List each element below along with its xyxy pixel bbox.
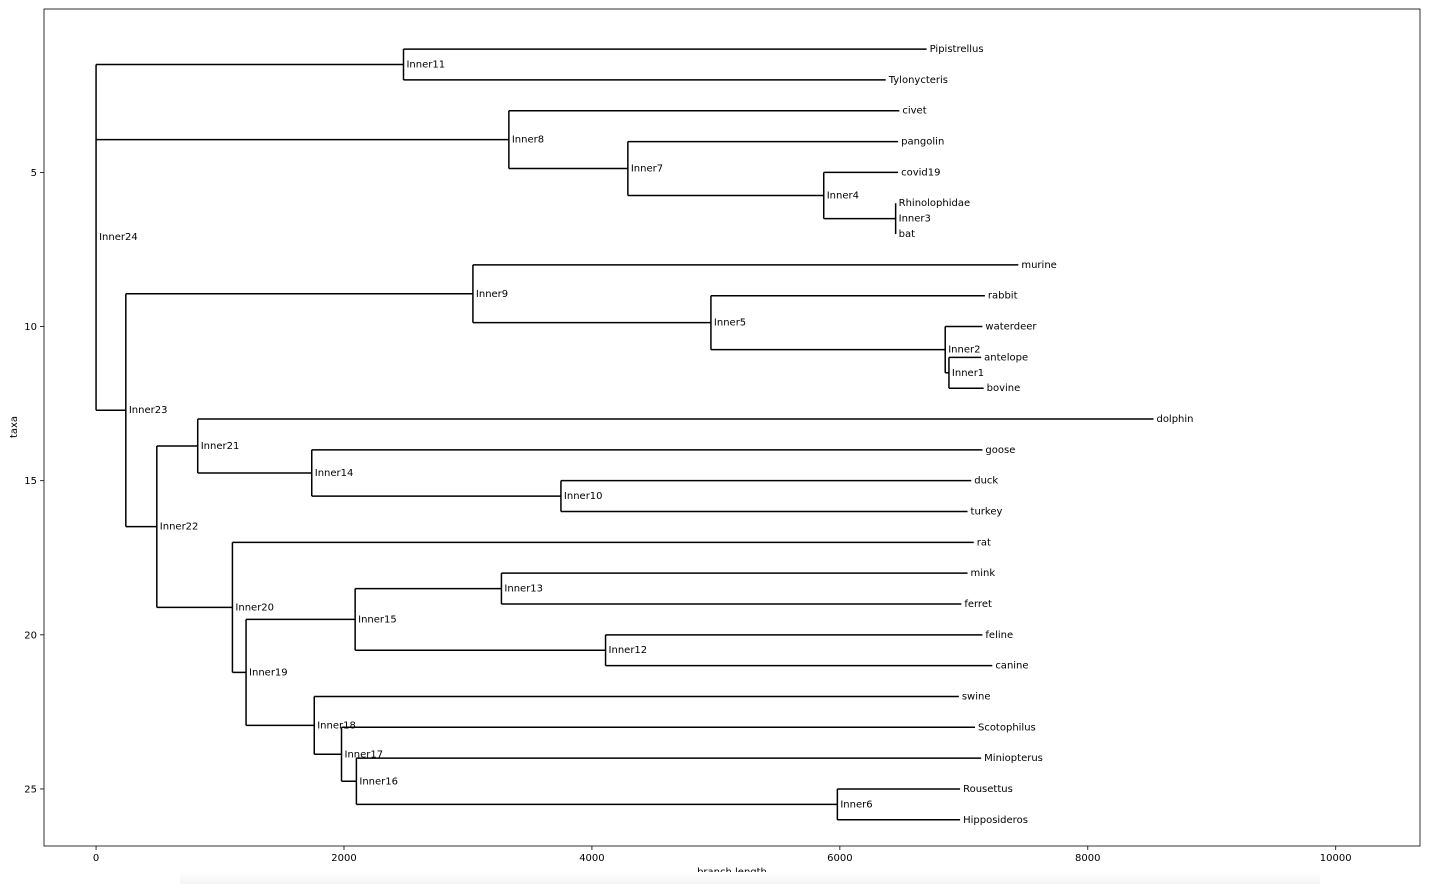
- inner-node-label: Inner10: [564, 491, 603, 502]
- inner-node-label: Inner2: [948, 345, 980, 356]
- inner-node-label: Inner18: [317, 720, 356, 731]
- leaf-label: Rousettus: [963, 784, 1013, 795]
- inner-node-label: Inner8: [512, 135, 544, 146]
- y-tick-label: 15: [24, 476, 37, 487]
- inner-node-label: Inner7: [631, 164, 663, 175]
- x-tick-label: 8000: [1075, 853, 1100, 864]
- leaf-label: bovine: [987, 383, 1021, 394]
- branches-group: [95, 48, 1154, 821]
- leaf-label: Scotophilus: [978, 722, 1036, 733]
- y-tick-label: 10: [24, 322, 37, 333]
- leaf-label: pangolin: [901, 137, 944, 148]
- leaf-label: Pipistrellus: [930, 44, 984, 55]
- leaf-label: waterdeer: [985, 322, 1037, 333]
- y-axis-label: taxa: [9, 416, 20, 438]
- inner-node-label: Inner4: [827, 191, 859, 202]
- leaf-label: goose: [985, 445, 1015, 456]
- node-labels-group: Pipistrellus Tylonycteris civet pangolin cov…: [99, 44, 1193, 826]
- inner-node-label: Inner24: [99, 232, 138, 243]
- leaf-label: dolphin: [1156, 414, 1193, 425]
- leaf-label: turkey: [971, 507, 1003, 518]
- leaf-label: bat: [899, 229, 915, 240]
- leaf-label: canine: [995, 661, 1028, 672]
- y-tick-label: 5: [31, 168, 37, 179]
- leaf-label: Tylonycteris: [888, 75, 948, 86]
- bottom-edge-shade: [180, 872, 1320, 884]
- inner-node-label: Inner9: [476, 289, 508, 300]
- x-tick-label: 6000: [827, 853, 852, 864]
- leaf-label: duck: [974, 476, 998, 487]
- inner-node-label: Inner16: [359, 776, 398, 787]
- leaf-label: Rhinolophidae: [899, 198, 971, 209]
- leaf-label: antelope: [984, 352, 1028, 363]
- leaf-label: Miniopterus: [984, 753, 1043, 764]
- x-tick-label: 2000: [331, 853, 356, 864]
- y-axis: 5 10 15 20 25: [24, 168, 44, 795]
- inner-node-label: Inner17: [345, 749, 384, 760]
- leaf-label: ferret: [964, 599, 992, 610]
- x-axis: 0 2000 4000 6000 8000 10000: [93, 846, 1352, 864]
- inner-node-label: Inner6: [840, 799, 872, 810]
- inner-node-label: Inner22: [160, 522, 199, 533]
- leaf-label: civet: [902, 106, 926, 117]
- inner-node-label: Inner3: [899, 214, 931, 225]
- leaf-label: rabbit: [988, 291, 1018, 302]
- leaf-label: rat: [977, 537, 991, 548]
- inner-node-label: Inner21: [201, 441, 240, 452]
- x-tick-label: 0: [93, 853, 99, 864]
- inner-node-label: Inner15: [358, 614, 397, 625]
- x-tick-label: 4000: [579, 853, 604, 864]
- inner-node-label: Inner5: [714, 318, 746, 329]
- y-tick-label: 20: [24, 630, 37, 641]
- inner-node-label: Inner20: [235, 602, 274, 613]
- leaf-label: Hipposideros: [963, 815, 1028, 826]
- leaf-label: mink: [971, 568, 996, 579]
- inner-node-label: Inner23: [129, 405, 168, 416]
- inner-node-label: Inner14: [315, 468, 354, 479]
- y-tick-label: 25: [24, 784, 37, 795]
- leaf-label: covid19: [901, 167, 940, 178]
- inner-node-label: Inner1: [952, 368, 984, 379]
- leaf-label: feline: [985, 630, 1013, 641]
- leaf-label: murine: [1021, 260, 1056, 271]
- inner-node-label: Inner19: [249, 667, 288, 678]
- inner-node-label: Inner13: [504, 584, 543, 595]
- leaf-label: swine: [962, 691, 991, 702]
- plot-frame: [43, 8, 1421, 847]
- x-tick-label: 10000: [1320, 853, 1352, 864]
- inner-node-label: Inner11: [406, 59, 445, 70]
- inner-node-label: Inner12: [609, 645, 648, 656]
